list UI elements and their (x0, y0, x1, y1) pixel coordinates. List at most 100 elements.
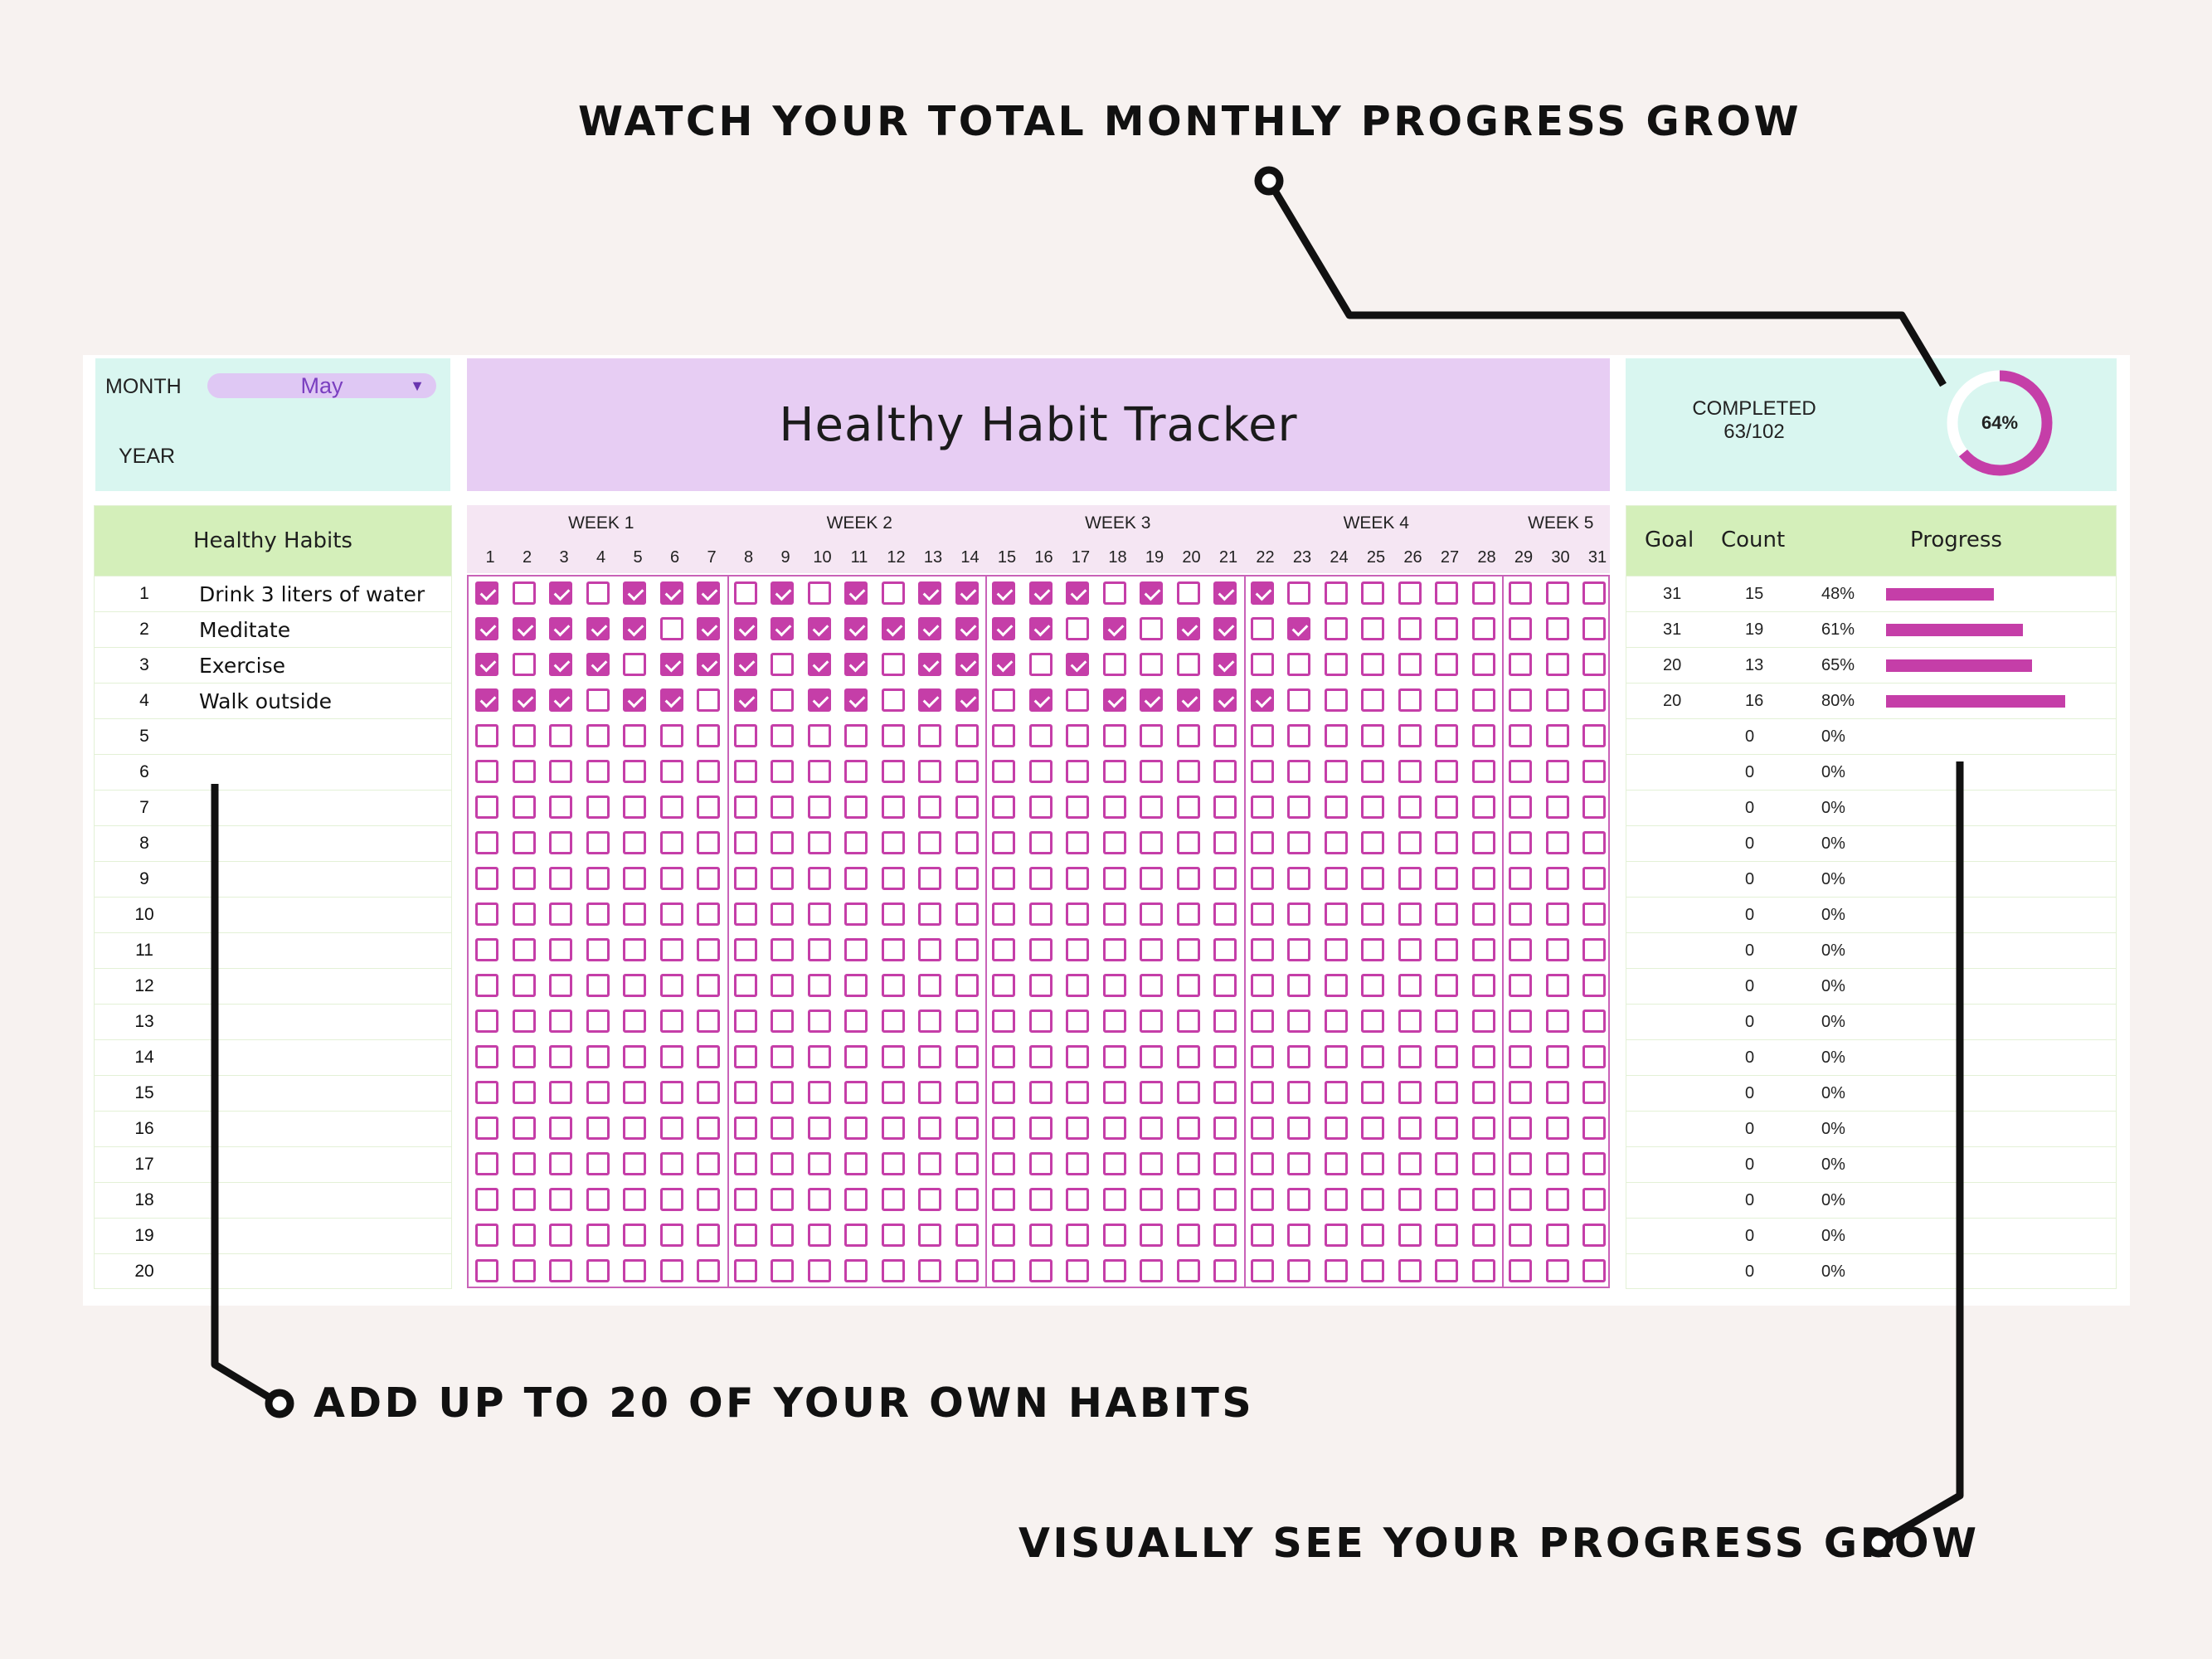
checkbox[interactable] (771, 1010, 794, 1033)
checkbox-checked[interactable] (549, 581, 572, 605)
checkbox[interactable] (1250, 867, 1274, 890)
checkbox-checked[interactable] (475, 688, 498, 712)
habit-row[interactable]: 7 (95, 790, 451, 825)
checkbox[interactable] (1066, 795, 1089, 819)
checkbox[interactable] (1213, 867, 1237, 890)
checkbox-checked[interactable] (623, 617, 646, 640)
checkbox-checked[interactable] (475, 581, 498, 605)
checkbox[interactable] (1471, 581, 1495, 605)
checkbox[interactable] (1324, 760, 1348, 783)
checkbox[interactable] (955, 938, 979, 961)
checkbox[interactable] (512, 1010, 536, 1033)
checkbox[interactable] (1324, 1117, 1348, 1140)
checkbox[interactable] (1140, 724, 1163, 747)
checkbox[interactable] (475, 724, 498, 747)
checkbox[interactable] (992, 974, 1015, 997)
checkbox[interactable] (1287, 1224, 1310, 1247)
checkbox[interactable] (807, 1224, 831, 1247)
checkbox[interactable] (549, 938, 572, 961)
checkbox[interactable] (807, 581, 831, 605)
checkbox[interactable] (1471, 1117, 1495, 1140)
checkbox[interactable] (1213, 1045, 1237, 1068)
checkbox[interactable] (697, 1010, 720, 1033)
checkbox[interactable] (1545, 653, 1569, 676)
checkbox[interactable] (1066, 902, 1089, 926)
checkbox[interactable] (955, 1117, 979, 1140)
checkbox[interactable] (586, 974, 610, 997)
habit-row[interactable]: 13 (95, 1004, 451, 1039)
checkbox[interactable] (771, 1117, 794, 1140)
checkbox[interactable] (1028, 1152, 1053, 1175)
checkbox[interactable] (955, 1081, 979, 1104)
checkbox[interactable] (1398, 974, 1422, 997)
checkbox-checked[interactable] (697, 653, 720, 676)
checkbox[interactable] (733, 1188, 757, 1211)
checkbox-checked[interactable] (992, 653, 1015, 676)
checkbox[interactable] (475, 1010, 498, 1033)
checkbox[interactable] (1250, 902, 1274, 926)
checkbox[interactable] (1509, 1045, 1532, 1068)
checkbox[interactable] (1545, 1224, 1569, 1247)
checkbox[interactable] (1140, 831, 1163, 854)
checkbox[interactable] (1176, 1117, 1200, 1140)
checkbox[interactable] (586, 688, 610, 712)
goal-value[interactable]: 31 (1663, 620, 1682, 639)
checkbox[interactable] (1213, 1117, 1237, 1140)
checkbox[interactable] (659, 1259, 683, 1282)
checkbox[interactable] (475, 1081, 498, 1104)
checkbox[interactable] (881, 1010, 905, 1033)
checkbox[interactable] (1287, 724, 1310, 747)
checkbox[interactable] (1582, 867, 1606, 890)
checkbox[interactable] (1066, 617, 1089, 640)
checkbox[interactable] (1028, 1259, 1053, 1282)
checkbox[interactable] (1361, 653, 1384, 676)
checkbox[interactable] (1582, 1010, 1606, 1033)
checkbox[interactable] (1545, 1081, 1569, 1104)
goal-value[interactable]: 20 (1663, 656, 1682, 674)
checkbox[interactable] (659, 1045, 683, 1068)
checkbox[interactable] (992, 902, 1015, 926)
checkbox[interactable] (586, 1117, 610, 1140)
checkbox[interactable] (1066, 760, 1089, 783)
checkbox[interactable] (1028, 1081, 1053, 1104)
checkbox[interactable] (1066, 688, 1089, 712)
checkbox-checked[interactable] (475, 617, 498, 640)
checkbox[interactable] (549, 1010, 572, 1033)
checkbox[interactable] (1176, 1081, 1200, 1104)
checkbox[interactable] (549, 1081, 572, 1104)
checkbox[interactable] (697, 760, 720, 783)
habit-row[interactable]: 2 Meditate (95, 611, 451, 647)
checkbox[interactable] (1509, 1010, 1532, 1033)
checkbox[interactable] (1176, 974, 1200, 997)
checkbox[interactable] (697, 902, 720, 926)
checkbox[interactable] (623, 1081, 646, 1104)
checkbox[interactable] (1176, 1224, 1200, 1247)
checkbox[interactable] (549, 974, 572, 997)
checkbox[interactable] (549, 760, 572, 783)
checkbox[interactable] (1028, 902, 1053, 926)
checkbox-checked[interactable] (918, 581, 941, 605)
checkbox[interactable] (844, 831, 868, 854)
checkbox[interactable] (771, 1224, 794, 1247)
month-dropdown[interactable]: May ▼ (207, 373, 436, 398)
checkbox[interactable] (1324, 831, 1348, 854)
checkbox[interactable] (586, 1259, 610, 1282)
checkbox[interactable] (807, 1117, 831, 1140)
checkbox[interactable] (512, 1045, 536, 1068)
checkbox[interactable] (697, 974, 720, 997)
checkbox[interactable] (1435, 688, 1458, 712)
checkbox[interactable] (1361, 760, 1384, 783)
checkbox[interactable] (1066, 1224, 1089, 1247)
checkbox[interactable] (881, 724, 905, 747)
checkbox[interactable] (844, 1081, 868, 1104)
checkbox[interactable] (918, 1188, 941, 1211)
checkbox[interactable] (992, 1045, 1015, 1068)
checkbox[interactable] (586, 1224, 610, 1247)
checkbox[interactable] (1176, 653, 1200, 676)
checkbox[interactable] (1324, 902, 1348, 926)
checkbox[interactable] (1287, 867, 1310, 890)
checkbox[interactable] (1250, 1081, 1274, 1104)
checkbox[interactable] (1250, 653, 1274, 676)
checkbox[interactable] (1324, 688, 1348, 712)
checkbox-checked[interactable] (586, 653, 610, 676)
